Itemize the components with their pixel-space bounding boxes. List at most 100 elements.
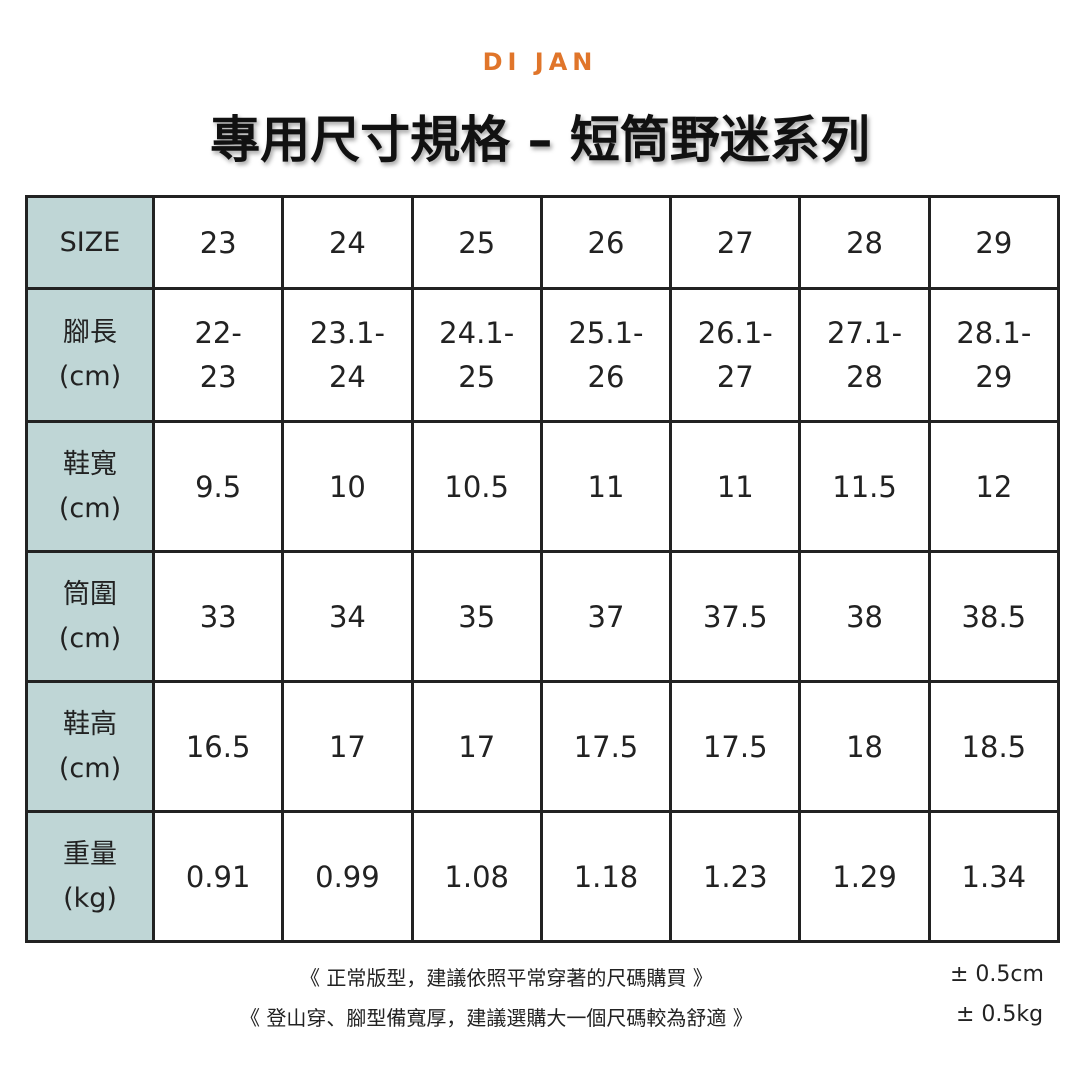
cell-value: 24 [328, 225, 366, 260]
table-row: 鞋寬 (cm) 9.5 10 10.5 11 11 11.5 12 [25, 420, 1061, 553]
table-cell: 11 [539, 420, 673, 553]
row-header-text: 鞋寬 [63, 448, 117, 480]
table-cell: 28 [798, 195, 931, 290]
cell-value: 1.29 [832, 859, 897, 894]
row-header: 鞋寬 (cm) [25, 420, 155, 553]
table-cell: 12 [927, 420, 1061, 553]
cell-value: 9.5 [195, 469, 242, 504]
table-cell: 22- 23 [151, 287, 285, 423]
table-cell: 29 [927, 195, 1061, 290]
cell-value: 1.18 [573, 859, 639, 894]
table-cell: 24 [281, 195, 414, 290]
row-header-text: (cm) [58, 492, 122, 524]
cell-value: 17.5 [702, 729, 768, 764]
cell-value: 34 [328, 599, 366, 634]
cell-value: 24 [328, 360, 366, 394]
cell-value: 10.5 [444, 469, 509, 504]
row-header-text: 筒圍 [63, 578, 117, 610]
table-cell: 17.5 [539, 680, 673, 813]
cell-value: 33 [199, 599, 237, 634]
table-cell: 26 [539, 195, 673, 290]
table-cell: 17 [410, 680, 543, 813]
cell-value: 0.99 [315, 859, 380, 894]
table-cell: 1.08 [410, 810, 543, 943]
table-cell: 34 [281, 550, 414, 683]
tolerance-cm: ± 0.5cm [950, 962, 1044, 987]
table-row: 腳長 (cm) 22- 23 23.1- 24 24.1- 25 25.1- 26 26.1- 27 2… [25, 287, 1061, 423]
cell-value: 17 [458, 729, 496, 764]
table-cell: 9.5 [151, 420, 285, 553]
row-header: 筒圍 (cm) [25, 550, 155, 683]
cell-value: 28.1- [956, 316, 1032, 350]
cell-value: 26.1- [697, 316, 773, 350]
cell-value: 25 [458, 225, 496, 260]
cell-value: 27 [716, 225, 754, 260]
table-cell: 25.1- 26 [539, 287, 673, 423]
cell-value: 38 [846, 599, 883, 634]
table-cell: 28.1- 29 [927, 287, 1061, 423]
cell-value: 17.5 [573, 729, 639, 764]
cell-value: 26 [587, 225, 625, 260]
row-header-text: (cm) [58, 622, 122, 654]
cell-value: 0.91 [185, 859, 251, 894]
row-header-text: 鞋高 [63, 708, 117, 740]
row-header: 腳長 (cm) [25, 287, 155, 423]
table-cell: 37.5 [669, 550, 802, 683]
table-cell: 23.1- 24 [281, 287, 414, 423]
cell-value: 29 [975, 225, 1013, 260]
row-header: 鞋高 (cm) [25, 680, 155, 813]
cell-value: 10 [328, 469, 366, 504]
table-cell: 1.29 [798, 810, 931, 943]
cell-value: 37 [587, 599, 625, 634]
table-cell: 38.5 [927, 550, 1061, 683]
cell-value: 11 [716, 469, 754, 504]
table-cell: 10.5 [410, 420, 543, 553]
row-header-text: SIZE [59, 226, 121, 258]
table-cell: 18.5 [927, 680, 1061, 813]
table-cell: 27.1- 28 [798, 287, 931, 423]
cell-value: 16.5 [185, 729, 251, 764]
table-cell: 33 [151, 550, 285, 683]
table-cell: 24.1- 25 [410, 287, 543, 423]
cell-value: 22- [194, 316, 242, 350]
cell-value: 23 [199, 225, 237, 260]
table-cell: 16.5 [151, 680, 285, 813]
table-cell: 0.91 [151, 810, 285, 943]
cell-value: 23 [199, 360, 237, 394]
table-cell: 10 [281, 420, 414, 553]
table-cell: 25 [410, 195, 543, 290]
cell-value: 1.08 [444, 859, 509, 894]
cell-value: 27 [716, 360, 754, 394]
cell-value: 25 [458, 360, 496, 394]
row-header-text: 重量 [63, 838, 117, 870]
cell-value: 24.1- [439, 316, 515, 350]
cell-value: 26 [587, 360, 625, 394]
table-cell: 26.1- 27 [669, 287, 802, 423]
cell-value: 11 [587, 469, 625, 504]
cell-value: 27.1- [827, 316, 903, 350]
cell-value: 28 [846, 225, 883, 260]
table-cell: 1.34 [927, 810, 1061, 943]
cell-value: 1.34 [961, 859, 1027, 894]
cell-value: 37.5 [702, 599, 768, 634]
page-title: 專用尺寸規格 – 短筒野迷系列 [210, 111, 870, 169]
brand-logo: DI JAN [482, 48, 598, 76]
table-row: SIZE 23 24 25 26 27 28 29 [25, 195, 1061, 290]
table-cell: 17.5 [669, 680, 802, 813]
table-cell: 0.99 [281, 810, 414, 943]
row-header-text: (cm) [58, 361, 122, 392]
table-cell: 1.18 [539, 810, 673, 943]
table-row: 鞋高 (cm) 16.5 17 17 17.5 17.5 18 18.5 [25, 680, 1061, 813]
cell-value: 18 [846, 729, 883, 764]
row-header-text: (cm) [58, 752, 122, 784]
cell-value: 25.1- [568, 316, 644, 350]
note-regular-fit: 《 正常版型，建議依照平常穿著的尺碼購買 》 [300, 966, 713, 990]
table-cell: 17 [281, 680, 414, 813]
table-cell: 1.23 [669, 810, 802, 943]
note-size-up: 《 登山穿、腳型備寬厚，建議選購大一個尺碼較為舒適 》 [240, 1006, 753, 1030]
cell-value: 17 [328, 729, 366, 764]
cell-value: 12 [975, 469, 1013, 504]
tolerance-kg: ± 0.5kg [956, 1002, 1044, 1027]
cell-value: 35 [458, 599, 496, 634]
row-header: 重量 (kg) [25, 810, 155, 943]
